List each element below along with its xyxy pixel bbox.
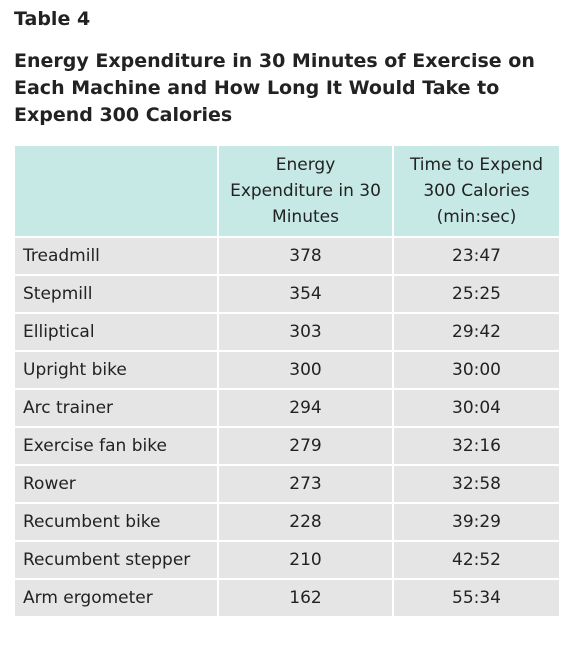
energy-cell: 378 (218, 236, 394, 275)
table-row: Exercise fan bike 279 32:16 (15, 426, 559, 465)
time-cell: 42:52 (393, 540, 559, 579)
machine-cell: Treadmill (15, 236, 219, 275)
time-cell: 32:16 (393, 426, 559, 465)
machine-cell: Arc trainer (15, 388, 219, 427)
time-cell: 30:04 (393, 388, 559, 427)
energy-cell: 294 (218, 388, 394, 427)
time-cell: 39:29 (393, 502, 559, 541)
table-row: Arc trainer 294 30:04 (15, 388, 559, 427)
machine-cell: Arm ergometer (15, 578, 219, 616)
machine-cell: Stepmill (15, 274, 219, 313)
energy-cell: 303 (218, 312, 394, 351)
time-cell: 29:42 (393, 312, 559, 351)
column-header-machine (15, 146, 219, 237)
table-row: Recumbent bike 228 39:29 (15, 502, 559, 541)
table-label: Table 4 (14, 8, 91, 30)
header-row: Energy Expenditure in 30 Minutes Time to… (15, 146, 559, 237)
time-cell: 32:58 (393, 464, 559, 503)
energy-cell: 300 (218, 350, 394, 389)
table-row: Stepmill 354 25:25 (15, 274, 559, 313)
table-row: Upright bike 300 30:00 (15, 350, 559, 389)
energy-cell: 228 (218, 502, 394, 541)
energy-cell: 354 (218, 274, 394, 313)
column-header-time: Time to Expend 300 Calories (min:sec) (393, 146, 559, 237)
machine-cell: Rower (15, 464, 219, 503)
machine-cell: Recumbent bike (15, 502, 219, 541)
table-row: Treadmill 378 23:47 (15, 236, 559, 275)
time-cell: 25:25 (393, 274, 559, 313)
table-row: Elliptical 303 29:42 (15, 312, 559, 351)
energy-cell: 273 (218, 464, 394, 503)
time-cell: 55:34 (393, 578, 559, 616)
table-row: Recumbent stepper 210 42:52 (15, 540, 559, 579)
data-table: Energy Expenditure in 30 Minutes Time to… (15, 146, 559, 616)
machine-cell: Elliptical (15, 312, 219, 351)
time-cell: 30:00 (393, 350, 559, 389)
table-row: Rower 273 32:58 (15, 464, 559, 503)
column-header-energy: Energy Expenditure in 30 Minutes (218, 146, 394, 237)
time-cell: 23:47 (393, 236, 559, 275)
table-row: Arm ergometer 162 55:34 (15, 578, 559, 616)
table-title: Energy Expenditure in 30 Minutes of Exer… (14, 50, 535, 126)
energy-cell: 210 (218, 540, 394, 579)
machine-cell: Upright bike (15, 350, 219, 389)
energy-cell: 279 (218, 426, 394, 465)
energy-cell: 162 (218, 578, 394, 616)
machine-cell: Exercise fan bike (15, 426, 219, 465)
machine-cell: Recumbent stepper (15, 540, 219, 579)
